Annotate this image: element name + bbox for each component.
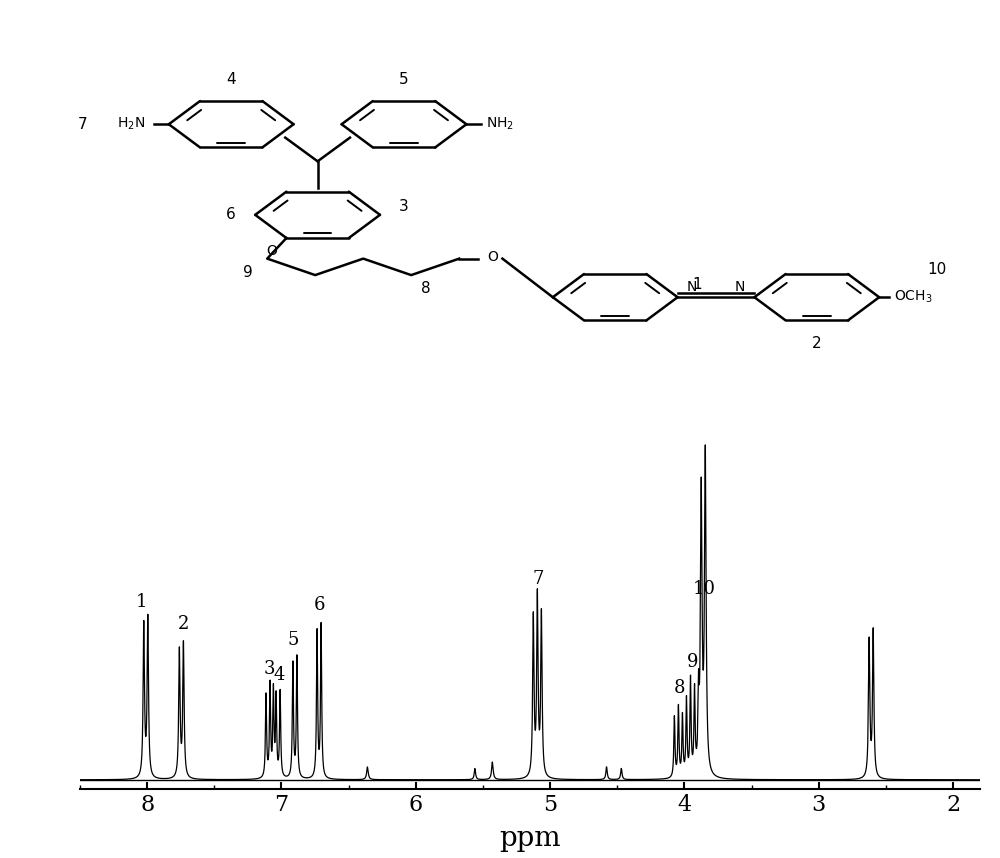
- Text: 10: 10: [927, 262, 946, 276]
- Text: OCH$_3$: OCH$_3$: [894, 289, 932, 305]
- Text: 6: 6: [226, 208, 236, 222]
- X-axis label: ppm: ppm: [499, 825, 561, 851]
- Text: 5: 5: [288, 631, 299, 649]
- Text: 5: 5: [399, 72, 409, 88]
- Text: $\mathregular{NH_2}$: $\mathregular{NH_2}$: [486, 116, 514, 132]
- Text: $\mathregular{H_2N}$: $\mathregular{H_2N}$: [117, 116, 145, 132]
- Text: N: N: [687, 280, 697, 294]
- Text: N: N: [735, 280, 745, 294]
- Text: 1: 1: [136, 593, 148, 611]
- Text: 7: 7: [532, 571, 544, 589]
- Text: 3: 3: [399, 199, 409, 214]
- Text: 7: 7: [78, 117, 87, 132]
- Text: 8: 8: [673, 679, 685, 697]
- Text: 2: 2: [812, 336, 822, 351]
- Text: O: O: [487, 250, 498, 263]
- Text: 3: 3: [264, 660, 275, 678]
- Text: O: O: [267, 245, 277, 258]
- Text: 8: 8: [421, 281, 430, 296]
- Text: 6: 6: [313, 596, 325, 614]
- Text: 4: 4: [226, 72, 236, 88]
- Text: 1: 1: [692, 277, 702, 293]
- Text: 9: 9: [243, 265, 253, 280]
- Text: 10: 10: [692, 580, 715, 598]
- Text: 2: 2: [178, 615, 189, 633]
- Text: 4: 4: [273, 666, 284, 684]
- Text: 9: 9: [687, 653, 698, 671]
